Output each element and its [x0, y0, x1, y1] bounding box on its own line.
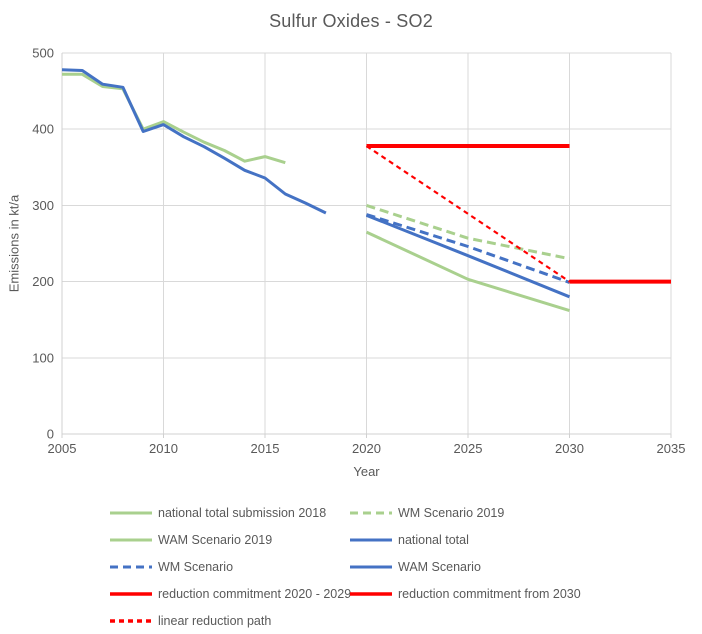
series-wm-scenario-2019: [366, 203, 570, 261]
legend-swatch-solid: [350, 591, 392, 596]
legend-label: linear reduction path: [158, 613, 272, 628]
legend-label: WM Scenario: [158, 559, 234, 574]
legend-item: WAM Scenario 2019: [110, 533, 350, 547]
series-wm-scenario: [366, 213, 571, 284]
legend-label: WAM Scenario: [398, 559, 481, 574]
chart-title: Sulfur Oxides - SO2: [269, 11, 433, 31]
legend-label: national total submission 2018: [158, 505, 327, 520]
legend-label: reduction commitment from 2030: [398, 586, 581, 601]
legend-label: WAM Scenario 2019: [158, 532, 273, 547]
legend: national total submission 2018 WM Scenari…: [110, 499, 695, 634]
y-tick-label: 100: [32, 350, 54, 365]
legend-item: WM Scenario: [110, 560, 350, 574]
legend-item: WM Scenario 2019: [350, 506, 695, 520]
legend-item: linear reduction path: [110, 614, 350, 628]
y-tick-label: 0: [47, 427, 54, 442]
legend-item: WAM Scenario: [350, 560, 695, 574]
legend-swatch-solid: [350, 538, 392, 541]
series-wam-scenario-2019: [365, 230, 570, 313]
series-national-total-submission-2018: [62, 72, 286, 165]
x-tick-label: 2025: [454, 441, 483, 456]
x-axis-title: Year: [353, 464, 380, 479]
legend-swatch-solid: [110, 511, 152, 514]
x-tick-label: 2020: [352, 441, 381, 456]
x-tick-label: 2015: [251, 441, 280, 456]
y-tick-label: 200: [32, 274, 54, 289]
series-wam-scenario: [365, 213, 571, 299]
legend-label: national total: [398, 532, 469, 547]
legend-swatch-solid: [110, 538, 152, 541]
legend-label: reduction commitment 2020 - 2029: [158, 586, 352, 601]
x-tick-label: 2035: [657, 441, 686, 456]
y-tick-label: 500: [32, 46, 54, 61]
legend-swatch-dashed: [350, 511, 392, 514]
legend-swatch-dashed: [110, 618, 152, 623]
x-tick-label: 2030: [555, 441, 584, 456]
y-tick-label: 400: [32, 122, 54, 137]
x-tick-label: 2005: [48, 441, 77, 456]
plot-area: 0 100 200 300 400 500 2005 2010 2015 2020 2025 2030…: [32, 46, 686, 457]
legend-swatch-solid: [350, 565, 392, 568]
x-tick-label: 2010: [149, 441, 178, 456]
legend-item: reduction commitment from 2030: [350, 587, 695, 601]
y-axis-title: Emissions in kt/a: [6, 194, 22, 293]
legend-item: national total: [350, 533, 695, 547]
y-tick-label: 300: [32, 198, 54, 213]
legend-swatch-solid: [110, 591, 152, 596]
series-linear-reduction-path: [365, 145, 571, 283]
legend-item: reduction commitment 2020 - 2029: [110, 586, 352, 601]
series-national-total: [61, 68, 327, 215]
legend-label: WM Scenario 2019: [398, 505, 505, 520]
legend-swatch-dashed: [110, 565, 152, 568]
legend-item: national total submission 2018: [110, 506, 350, 520]
